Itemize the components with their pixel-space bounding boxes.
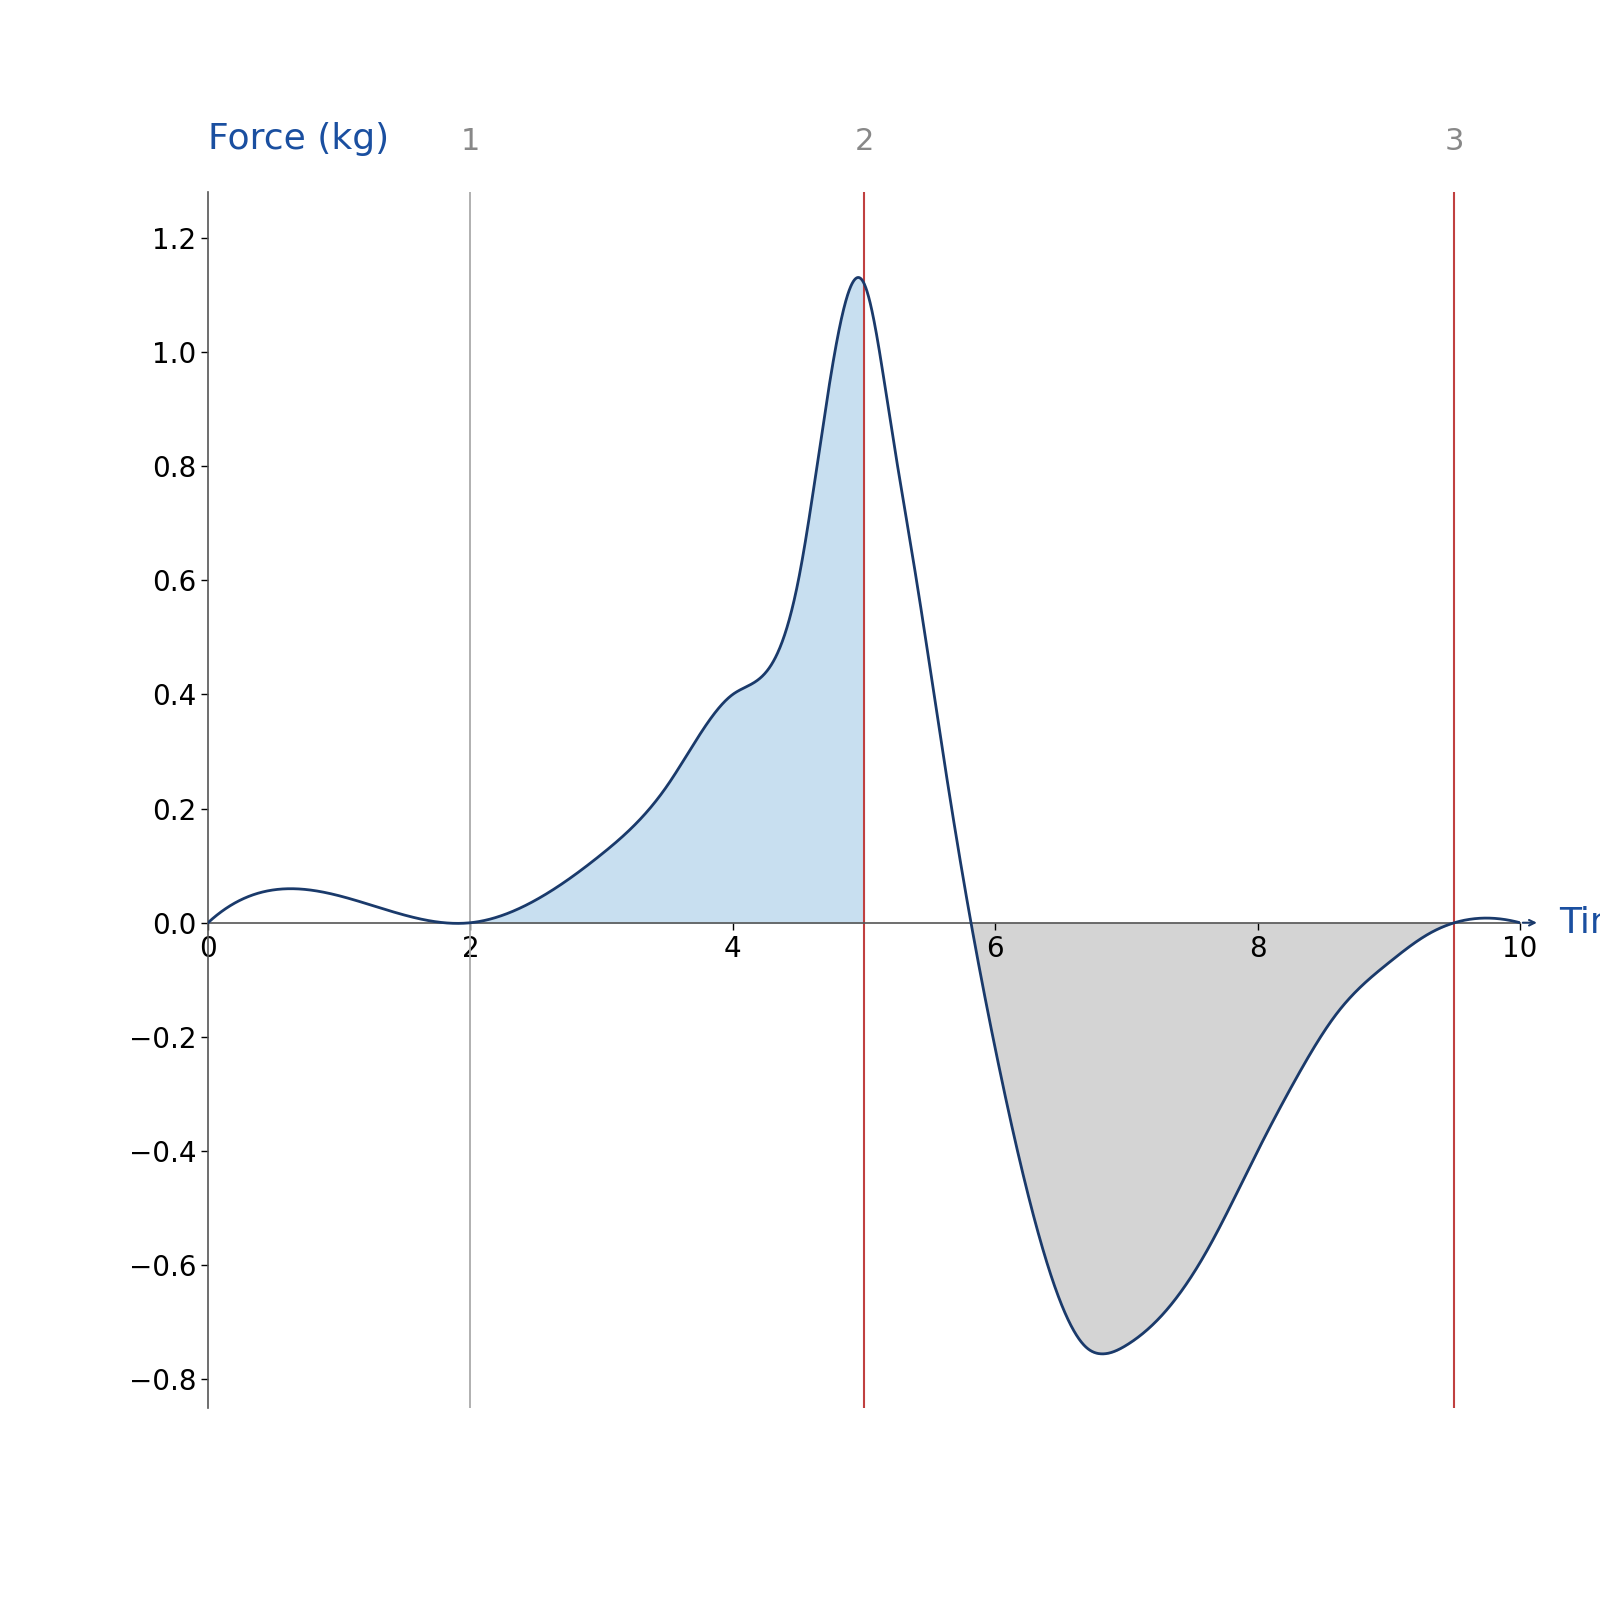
Text: 2: 2	[854, 126, 874, 155]
Text: Force (kg): Force (kg)	[208, 122, 389, 155]
Text: Time (sec): Time (sec)	[1560, 906, 1600, 939]
Text: 1: 1	[461, 126, 480, 155]
Text: 3: 3	[1445, 126, 1464, 155]
